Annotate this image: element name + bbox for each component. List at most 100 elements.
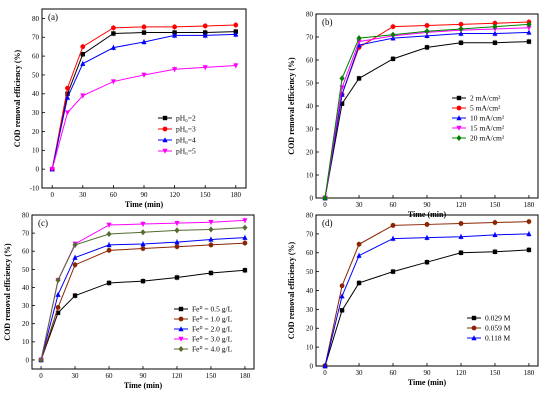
data-point	[526, 25, 532, 31]
data-point	[172, 67, 178, 73]
x-tick-label: 180	[524, 369, 535, 377]
data-point	[242, 218, 248, 224]
x-axis-label: Time (min)	[124, 381, 163, 390]
legend-marker	[162, 115, 168, 121]
data-point	[458, 221, 464, 226]
series-line	[324, 221, 529, 367]
series-line	[51, 33, 236, 170]
x-tick-label: 150	[200, 191, 211, 199]
y-axis-label: COD removal efficiency (%)	[13, 49, 22, 147]
x-tick-label: 90	[140, 372, 148, 380]
data-point	[424, 28, 430, 35]
y-tick-label: 70	[306, 230, 314, 238]
x-tick-label: 60	[390, 201, 398, 209]
panel-label: (d)	[322, 218, 333, 228]
data-point	[174, 227, 180, 234]
y-tick-label: 20	[306, 325, 314, 333]
legend-marker	[471, 335, 477, 341]
data-point	[424, 23, 430, 28]
y-tick-label: 40	[32, 90, 40, 98]
y-tick-label: 80	[32, 15, 40, 23]
data-point	[140, 229, 146, 236]
data-point	[110, 79, 116, 85]
legend-marker	[456, 105, 462, 111]
data-point	[339, 75, 345, 82]
y-axis-label: COD removal efficiency (%)	[3, 243, 12, 341]
y-tick-label: 10	[306, 344, 314, 352]
data-point	[390, 235, 396, 241]
x-tick-label: 0	[50, 191, 54, 199]
legend: pH₀=2 pH₀=3 pH₀=4 pH₀=5	[158, 114, 196, 156]
data-point	[390, 56, 396, 62]
legend-marker	[456, 125, 462, 131]
y-tick-label: 70	[22, 230, 30, 238]
data-point	[174, 220, 180, 226]
y-tick-label: 70	[32, 34, 40, 42]
data-point	[458, 40, 464, 45]
legend-marker	[178, 316, 184, 322]
x-tick-label: 0	[39, 372, 43, 380]
series-line	[324, 23, 529, 199]
series-line	[40, 242, 245, 361]
data-point	[111, 25, 116, 31]
chart-panel-3: 0 30 60 90 120 150 180 0 10 20 30 40 50 60 70 80 Time (m…	[3, 211, 255, 390]
legend-marker	[178, 326, 184, 332]
y-tick-label: 60	[32, 53, 40, 61]
data-point	[106, 280, 112, 286]
legend-label: 2 mA/cm²	[470, 94, 501, 103]
legend-marker	[178, 346, 184, 352]
x-tick-label: 30	[356, 369, 364, 377]
data-point	[80, 93, 86, 99]
data-point	[106, 242, 112, 248]
y-tick-label: 40	[22, 284, 30, 292]
panel-label: (b)	[322, 17, 333, 27]
legend-label: Fe⁰ = 4.0 g/L	[192, 345, 233, 354]
data-point	[390, 269, 396, 274]
data-point	[526, 21, 532, 28]
legend-label: 0.118 M	[485, 334, 510, 343]
series-line	[324, 233, 529, 367]
series-line	[40, 227, 245, 361]
series-5	[38, 224, 248, 363]
data-point	[174, 244, 180, 250]
y-tick-label: 30	[32, 109, 40, 117]
data-point	[174, 275, 180, 280]
data-point	[202, 23, 208, 29]
legend-label: Fe⁰ = 1.0 g/L	[192, 315, 233, 324]
data-point	[356, 35, 362, 42]
x-tick-label: 60	[390, 369, 398, 377]
data-point	[141, 72, 147, 78]
x-tick-label: 60	[106, 372, 114, 380]
legend-marker	[471, 325, 477, 331]
x-tick-label: 0	[323, 369, 327, 377]
x-tick-label: 60	[110, 191, 118, 199]
data-point	[49, 166, 55, 172]
data-point	[339, 283, 345, 289]
data-point	[458, 25, 464, 32]
data-point	[390, 222, 396, 228]
data-point	[492, 249, 498, 255]
series-2	[49, 22, 239, 172]
chart-panel-1: 0 30 60 90 120 150 180 -10 0 10 20 30 40 50 60 70 80 Time…	[13, 8, 247, 209]
legend-label: 20 mA/cm²	[470, 134, 505, 143]
data-point	[242, 234, 248, 240]
x-tick-label: 30	[79, 191, 87, 199]
legend-label: Fe⁰ = 3.0 g/L	[192, 335, 233, 344]
panel-label: (c)	[38, 218, 48, 228]
y-tick-label: 60	[306, 56, 314, 64]
data-point	[492, 220, 498, 225]
y-tick-label: 80	[306, 211, 314, 219]
data-point	[208, 236, 214, 242]
data-point	[492, 40, 498, 45]
y-tick-label: 30	[306, 306, 314, 314]
data-point	[140, 246, 146, 251]
data-point	[339, 101, 345, 106]
x-tick-label: 120	[172, 372, 183, 380]
data-point	[233, 22, 239, 28]
series-1	[322, 246, 532, 369]
series-1	[50, 28, 238, 172]
data-point	[424, 45, 430, 50]
y-tick-label: 10	[22, 338, 30, 346]
data-point	[208, 242, 214, 248]
